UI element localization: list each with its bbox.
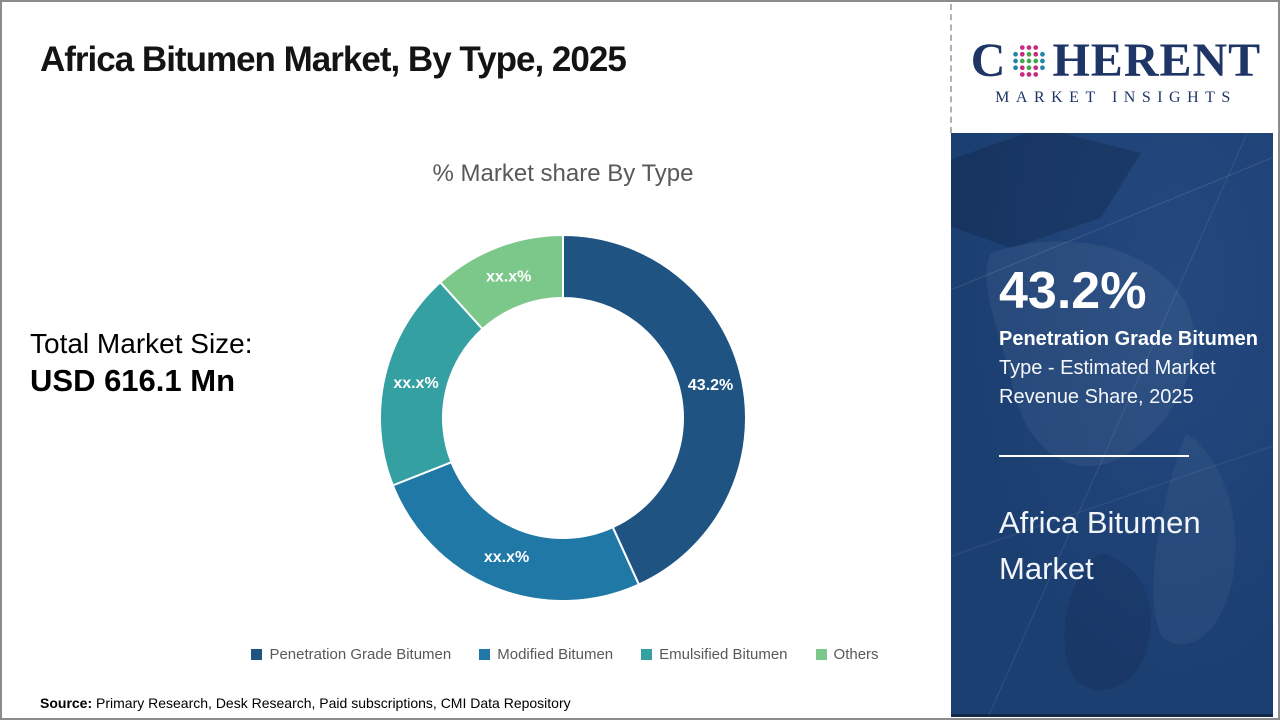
legend-label: Others	[833, 646, 879, 663]
donut-chart: 43.2% xx.x% xx.x% xx.x%	[379, 233, 747, 602]
source-label: Source:	[40, 695, 93, 711]
logo-band: C HERENT MARKET INSIGHTS	[950, 4, 1278, 133]
dot-globe-icon	[1013, 44, 1046, 77]
sidebar-stat-description: Penetration Grade Bitumen Type - Estimat…	[999, 325, 1261, 412]
donut-segment-others	[438, 233, 564, 331]
brand-logo-word: HERENT	[1052, 33, 1262, 87]
legend-label: Modified Bitumen	[497, 646, 614, 663]
donut-segment-penetration-grade-bitumen	[562, 233, 747, 586]
brand-logo-subtitle: MARKET INSIGHTS	[995, 88, 1237, 106]
donut-segment-modified-bitumen	[391, 460, 641, 602]
sidebar-stat-value: 43.2%	[999, 262, 1147, 320]
donut-segment-label-penetration-grade-bitumen: 43.2%	[688, 377, 733, 394]
page-title: Africa Bitumen Market, By Type, 2025	[40, 40, 627, 79]
highlight-sidebar: 43.2% Penetration Grade Bitumen Type - E…	[951, 133, 1273, 717]
total-market-size-label: Total Market Size:	[30, 328, 253, 359]
chart-legend: Penetration Grade Bitumen Modified Bitume…	[190, 646, 940, 663]
donut-segment-label-modified-bitumen: xx.x%	[484, 549, 529, 566]
total-market-size: Total Market Size: USD 616.1 Mn	[30, 328, 253, 399]
sidebar-divider	[999, 455, 1189, 457]
legend-swatch-icon	[815, 649, 827, 660]
source-text: Primary Research, Desk Research, Paid su…	[92, 695, 571, 711]
legend-item-others: Others	[815, 646, 879, 663]
donut-segment-label-emulsified-bitumen: xx.x%	[393, 375, 438, 392]
legend-item-emulsified-bitumen: Emulsified Bitumen	[641, 646, 788, 663]
donut-segment-label-others: xx.x%	[486, 268, 531, 285]
legend-swatch-icon	[251, 649, 263, 660]
sidebar-stat-description-bold: Penetration Grade Bitumen	[999, 328, 1258, 350]
source-note: Source: Primary Research, Desk Research,…	[40, 695, 571, 711]
sidebar-market-name: Africa Bitumen Market	[999, 505, 1201, 586]
legend-item-penetration-grade-bitumen: Penetration Grade Bitumen	[251, 646, 451, 663]
legend-item-modified-bitumen: Modified Bitumen	[479, 646, 613, 663]
chart-title: % Market share By Type	[432, 160, 694, 187]
sidebar-stat-description-rest: Type - Estimated Market Revenue Share, 2…	[999, 357, 1216, 408]
world-map-texture	[951, 133, 1273, 717]
legend-swatch-icon	[641, 649, 653, 660]
legend-label: Penetration Grade Bitumen	[269, 646, 452, 663]
legend-swatch-icon	[479, 649, 491, 660]
legend-label: Emulsified Bitumen	[659, 646, 788, 663]
brand-logo-letter-c: C	[970, 33, 1007, 87]
total-market-size-value: USD 616.1 Mn	[30, 363, 236, 398]
brand-logo: C HERENT	[970, 33, 1262, 87]
